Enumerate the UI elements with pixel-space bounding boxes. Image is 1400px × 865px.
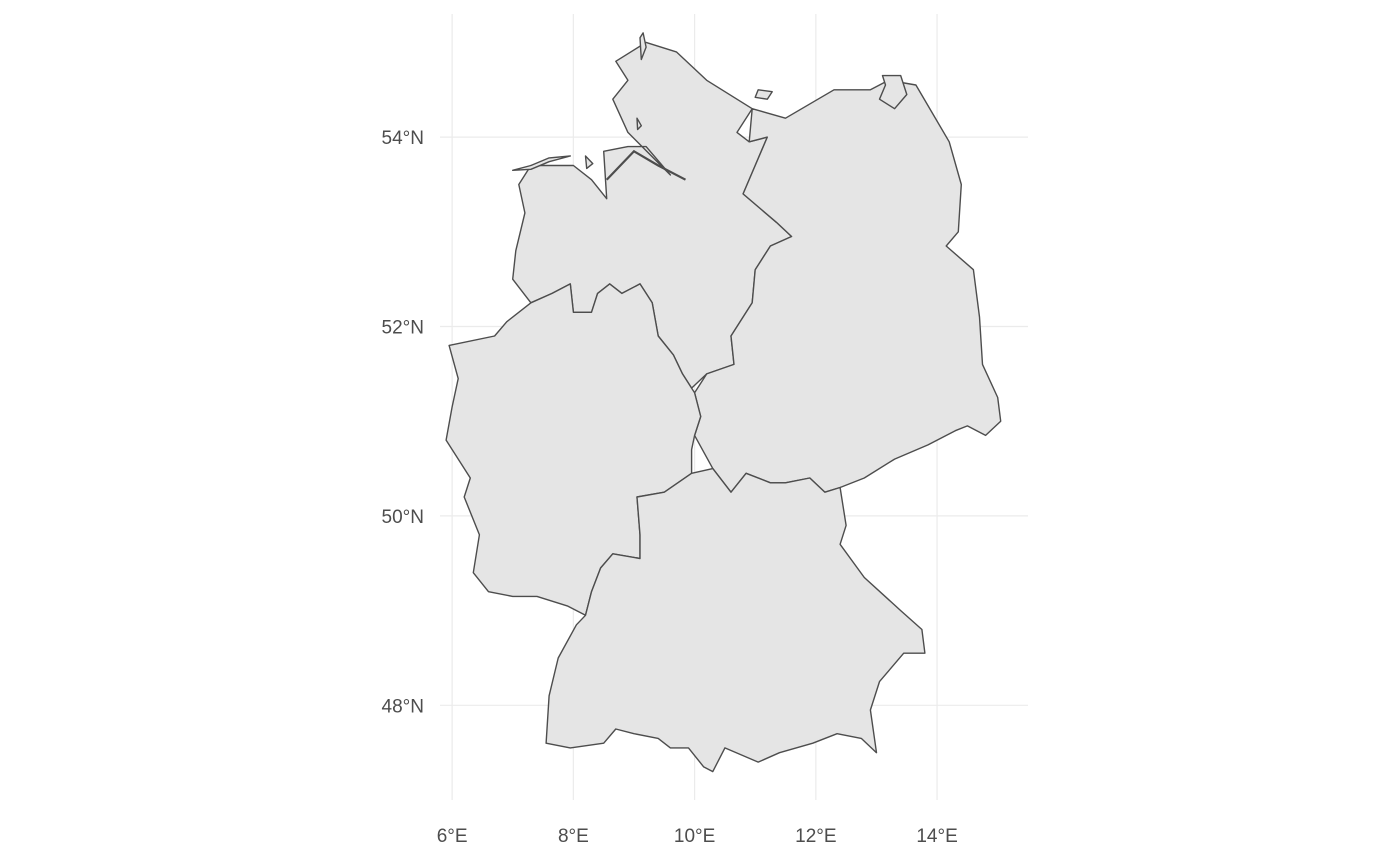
y-tick-label: 52°N xyxy=(382,318,424,339)
island-6 xyxy=(584,155,594,170)
y-tick-label: 50°N xyxy=(382,507,424,528)
island-5 xyxy=(512,155,571,171)
island-1 xyxy=(639,32,647,61)
region-layer xyxy=(445,32,1002,773)
island-2 xyxy=(636,117,642,131)
x-tick-label: 6°E xyxy=(437,826,468,847)
tick-label-layer: 6°E 8°E 10°E 12°E 14°E 48°N 50°N 52°N 54°N xyxy=(382,128,958,847)
island-3 xyxy=(754,89,773,100)
x-tick-label: 14°E xyxy=(916,826,957,847)
region-south xyxy=(545,467,926,773)
x-tick-label: 12°E xyxy=(795,826,836,847)
x-tick-label: 10°E xyxy=(674,826,715,847)
y-tick-label: 48°N xyxy=(382,696,424,717)
y-tick-label: 54°N xyxy=(382,128,424,149)
river-estuary-1 xyxy=(605,149,687,181)
x-tick-label: 8°E xyxy=(558,826,589,847)
island-4 xyxy=(878,74,908,110)
